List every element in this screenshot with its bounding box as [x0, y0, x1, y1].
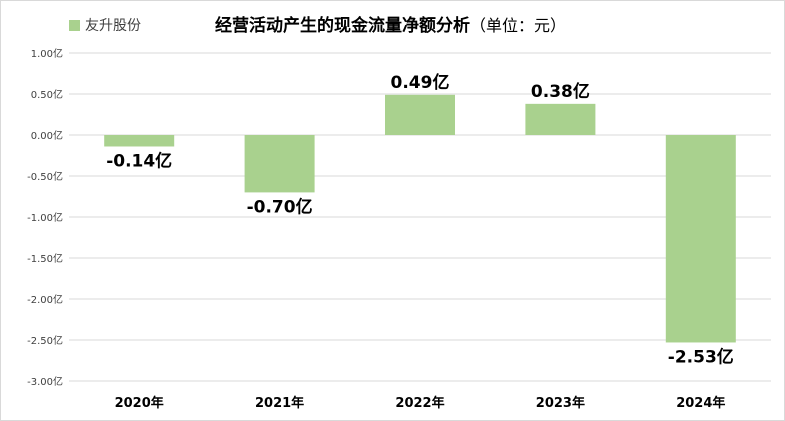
- x-tick-label: 2021年: [255, 395, 304, 411]
- bar: [665, 135, 736, 343]
- data-label: -0.14亿: [106, 150, 172, 171]
- y-tick-label: 0.00亿: [31, 129, 63, 142]
- bar: [525, 103, 596, 135]
- data-label: 0.49亿: [391, 72, 450, 93]
- bar: [104, 135, 175, 147]
- y-tick-label: -2.00亿: [27, 293, 63, 306]
- x-tick-label: 2020年: [115, 395, 164, 411]
- data-label: -0.70亿: [247, 196, 313, 217]
- y-tick-label: 0.50亿: [31, 88, 63, 101]
- y-tick-label: -3.00亿: [27, 375, 63, 388]
- x-tick-label: 2024年: [676, 395, 725, 411]
- chart-title: 经营活动产生的现金流量净额分析（单位：元）: [215, 11, 566, 36]
- chart-title-text: 经营活动产生的现金流量净额分析: [215, 16, 470, 36]
- y-tick-label: 1.00亿: [31, 47, 63, 60]
- y-tick-label: -1.00亿: [27, 211, 63, 224]
- x-tick-label: 2022年: [395, 395, 444, 411]
- y-tick-label: -2.50亿: [27, 334, 63, 347]
- bar: [244, 135, 315, 193]
- x-tick-label: 2023年: [536, 395, 585, 411]
- bar: [385, 94, 455, 135]
- y-tick-label: -0.50亿: [27, 170, 63, 183]
- data-label: 0.38亿: [531, 81, 590, 102]
- chart-title-unit: （单位：元）: [470, 16, 567, 35]
- legend-label: 友升股份: [85, 18, 141, 34]
- chart-legend: 友升股份: [69, 15, 141, 35]
- y-tick-label: -1.50亿: [27, 252, 63, 265]
- data-label: -2.53亿: [668, 346, 734, 367]
- legend-swatch: [69, 19, 80, 31]
